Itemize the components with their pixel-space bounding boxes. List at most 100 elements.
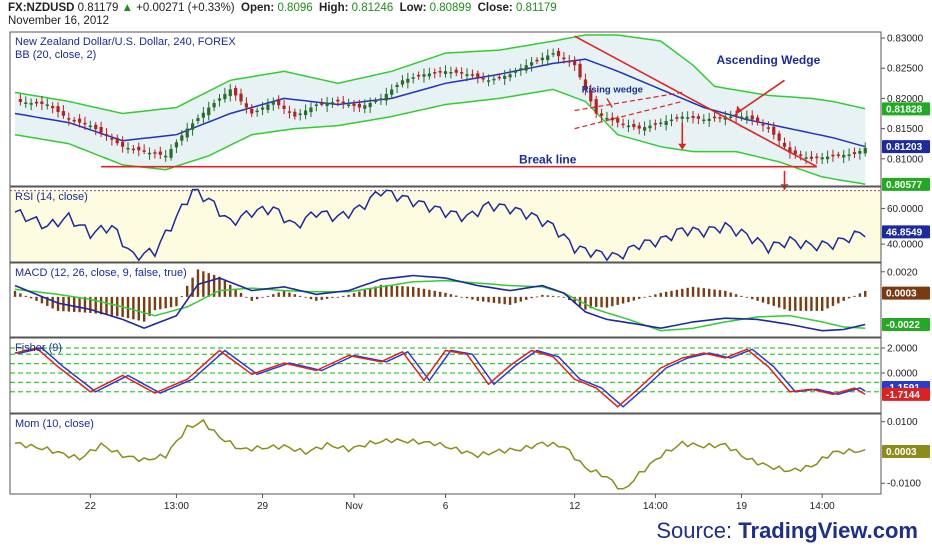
low-value: 0.80899 [429, 2, 472, 14]
candle-body [368, 102, 372, 108]
candle-body [427, 73, 431, 77]
candle-body [169, 149, 173, 158]
candle-body [309, 107, 313, 113]
candle-body [51, 105, 55, 109]
macd-hist-bar [659, 292, 662, 297]
rsi-line [14, 188, 866, 262]
price-badge-bg [882, 177, 930, 191]
symbol: FX:NZDUSD [8, 2, 75, 14]
candle-body [422, 74, 426, 77]
rsi-axis-tick-label: 40.0000 [887, 240, 924, 251]
candle-body [330, 102, 335, 104]
candle-body [190, 123, 195, 130]
candle-body [56, 106, 60, 113]
macd-hist-bar [153, 296, 157, 311]
macd-hist-bar [422, 288, 426, 297]
macd-hist-bar [498, 296, 501, 304]
wedge-upper-line [574, 35, 818, 168]
candle-body [126, 147, 130, 150]
high-label: High: [319, 2, 349, 14]
macd-hist-bar [212, 274, 216, 297]
macd-hist-bar [255, 296, 259, 300]
price-badge-bg [882, 102, 930, 116]
macd-hist-bar [385, 285, 388, 297]
momentum-axis-tick-label: -0.0100 [887, 479, 921, 490]
macd-hist-bar [465, 296, 469, 299]
bollinger-upper-band [14, 34, 866, 115]
candle-body [142, 150, 146, 152]
macd-hist-bar [772, 296, 775, 306]
fisher-badge-text: -1.7144 [886, 390, 920, 401]
macd-hist-bar [272, 294, 275, 297]
last-price: 0.81179 [77, 2, 119, 14]
candle-body [83, 122, 87, 125]
candle-body [825, 156, 830, 160]
candle-body [228, 89, 232, 97]
candle-body [476, 73, 480, 78]
price-axis-tick-label: 0.81500 [887, 124, 924, 135]
candle-body [669, 119, 674, 122]
macd-hist-bar [78, 296, 81, 313]
candle-body [712, 116, 717, 119]
candle-body [115, 137, 119, 144]
macd-panel-title: MACD (12, 26, close, 9, false, true) [15, 267, 187, 279]
candle-body [858, 150, 862, 154]
candle-body [207, 107, 211, 116]
macd-axis-tick-label: 0.0020 [887, 267, 918, 278]
macd-hist-bar [541, 294, 544, 297]
macd-hist-bar [697, 287, 700, 297]
macd-signal-line [14, 279, 866, 332]
macd-hist-bar [605, 296, 609, 308]
candle-body [691, 115, 695, 119]
macd-hist-bar [487, 296, 490, 303]
annotation-ascending-wedge: Ascending Wedge [716, 53, 820, 67]
quote-line: FX:NZDUSD 0.81179 ▲ +0.00271 (+0.33%) Op… [8, 2, 557, 15]
ascending-wedge-arrow [735, 79, 785, 115]
candle-body [546, 55, 550, 61]
rsi-badge-bg [882, 225, 930, 239]
macd-hist-bar [218, 276, 221, 297]
macd-hist-bar [29, 296, 33, 299]
candle-body [185, 128, 189, 138]
macd-hist-bar [767, 296, 770, 305]
candle-body [282, 105, 286, 109]
candle-body [626, 125, 631, 128]
macd-hist-bar [799, 296, 802, 311]
macd-hist-bar [406, 286, 410, 297]
candle-body [400, 80, 405, 85]
macd-hist-bar [229, 284, 232, 297]
fisher-panel-frame [9, 337, 882, 414]
candle-body [363, 105, 367, 109]
macd-hist-bar [686, 287, 689, 297]
candle-body [99, 127, 103, 133]
macd-hist-bar [444, 292, 447, 297]
macd-hist-bar [46, 296, 49, 306]
macd-hist-bar [616, 296, 619, 305]
macd-hist-bar [282, 290, 286, 297]
macd-hist-bar [223, 280, 227, 297]
candle-body [34, 101, 39, 104]
candle-body [94, 124, 98, 130]
macd-hist-bar [207, 273, 210, 297]
macd-hist-bar [374, 286, 377, 297]
macd-hist-bar [347, 294, 350, 297]
momentum-badge-text: 0.0003 [886, 447, 917, 458]
candle-body [799, 154, 803, 156]
macd-hist-bar [245, 296, 248, 298]
high-value: 0.81246 [351, 2, 394, 14]
macd-hist-bar [643, 296, 646, 298]
rising-wedge-arrow [606, 98, 613, 108]
x-axis-tick-label: 6 [443, 501, 449, 512]
candle-body [519, 68, 523, 71]
candle-body [460, 72, 464, 74]
candle-body [513, 71, 518, 73]
macd-hist-bar [761, 296, 765, 303]
macd-hist-bar [675, 289, 679, 297]
macd-hist-bar [471, 296, 474, 300]
macd-hist-bar [13, 290, 17, 297]
macd-hist-bar [293, 294, 297, 297]
rsi-panel-frame [9, 186, 882, 263]
candle-body [72, 119, 76, 122]
macd-hist-bar [594, 296, 598, 307]
price-change: +0.00271 (+0.33%) [136, 2, 235, 14]
